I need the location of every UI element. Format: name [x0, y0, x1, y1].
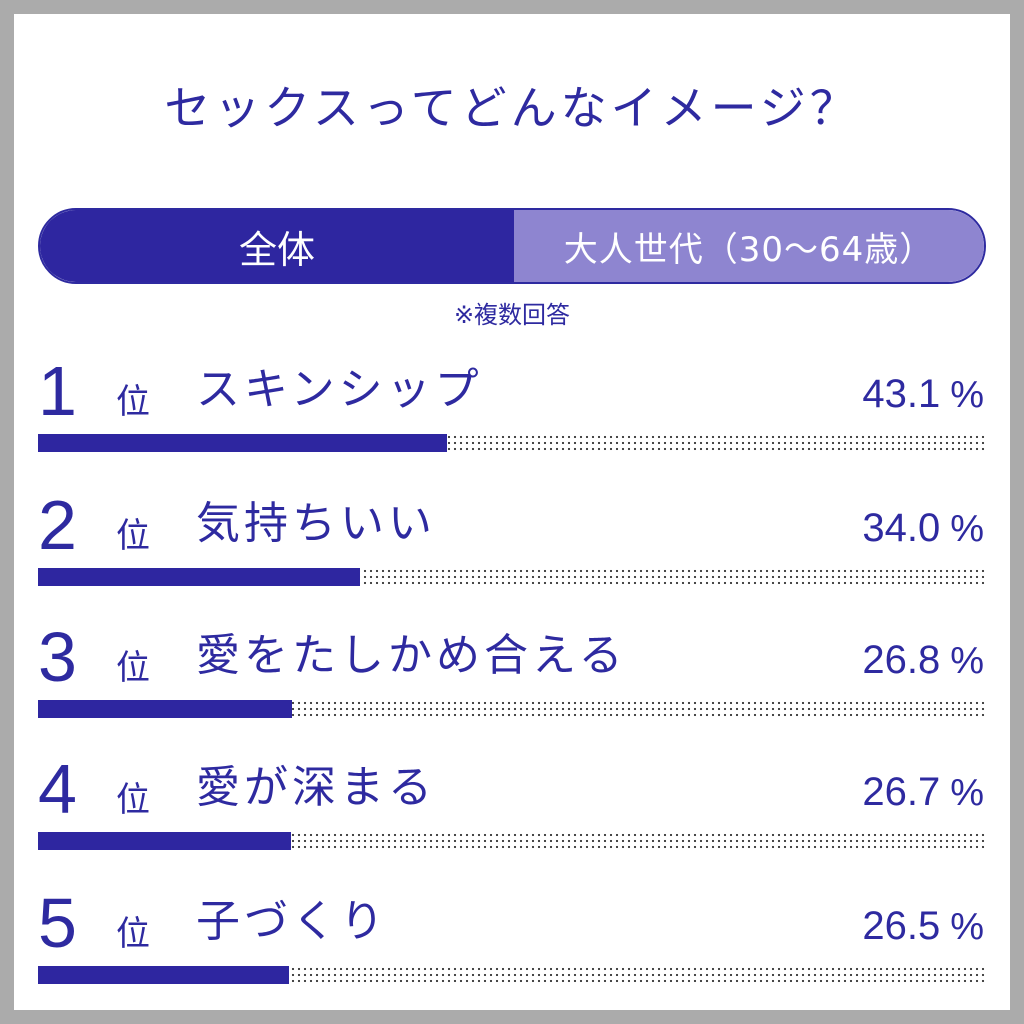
- rank-number: 5: [38, 884, 77, 962]
- ranking-row: 4 位愛が深まる 26.7%: [38, 754, 986, 864]
- ranking-row: 1 位スキンシップ 43.1%: [38, 356, 986, 466]
- chart-title: セックスってどんなイメージ？: [164, 81, 860, 135]
- category-label: 子づくり: [196, 896, 388, 947]
- category-label: スキンシップ: [196, 364, 483, 415]
- bar: [38, 832, 292, 850]
- percent-unit: %: [950, 772, 984, 814]
- tab-all[interactable]: 全体: [40, 210, 514, 282]
- value-number: 26.8: [862, 638, 941, 682]
- rank-suffix: 位: [116, 382, 150, 422]
- percent-unit: %: [950, 640, 984, 682]
- value-label: 43.1%: [862, 370, 984, 419]
- rank-suffix: 位: [116, 648, 150, 688]
- bar: [38, 568, 361, 586]
- value-label: 26.7%: [862, 768, 984, 817]
- value-label: 26.5%: [862, 902, 984, 951]
- rank-number: 4: [38, 750, 77, 828]
- tab-adult-generation[interactable]: 大人世代（30〜64歳）: [514, 210, 984, 282]
- category-label: 愛をたしかめ合える: [196, 630, 627, 681]
- bar: [38, 434, 447, 452]
- rank-number: 3: [38, 618, 77, 696]
- rank-suffix: 位: [116, 780, 150, 820]
- value-number: 26.7: [862, 770, 941, 814]
- category-label: 愛が深まる: [196, 762, 436, 813]
- ranking-row: 2 位気持ちいい 34.0%: [38, 490, 986, 600]
- category-label: 気持ちいい: [196, 498, 436, 549]
- bar: [38, 966, 290, 984]
- rank-suffix: 位: [116, 914, 150, 954]
- ranking-row: 5 位子づくり 26.5%: [38, 888, 986, 998]
- segment-tabs: 全体 大人世代（30〜64歳）: [38, 208, 986, 284]
- bar: [38, 700, 293, 718]
- value-label: 34.0%: [862, 504, 984, 553]
- multiple-answer-note: ※複数回答: [453, 301, 571, 329]
- ranking-row: 3 位愛をたしかめ合える 26.8%: [38, 622, 986, 732]
- percent-unit: %: [950, 508, 984, 550]
- rank-number: 2: [38, 486, 77, 564]
- rank-suffix: 位: [116, 516, 150, 556]
- percent-unit: %: [950, 374, 984, 416]
- percent-unit: %: [950, 906, 984, 948]
- value-number: 26.5: [862, 904, 941, 948]
- value-number: 43.1: [862, 372, 941, 416]
- value-number: 34.0: [862, 506, 941, 550]
- value-label: 26.8%: [862, 636, 984, 685]
- rank-number: 1: [38, 352, 77, 430]
